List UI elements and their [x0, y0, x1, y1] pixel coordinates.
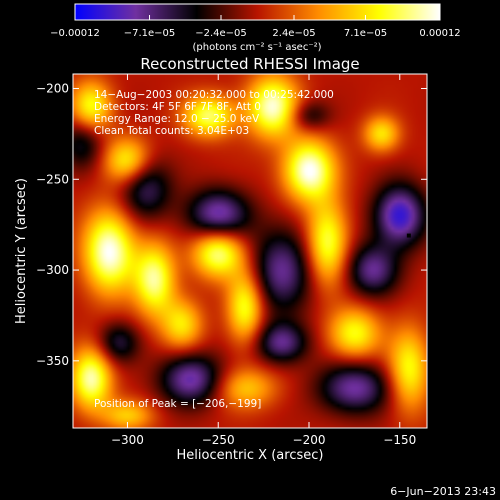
y-tick-label: −200	[36, 82, 69, 96]
colorbar-unit-label: (photons cm⁻² s⁻¹ asec⁻²)	[192, 42, 321, 53]
annotation-clean: Clean Total counts: 3.04E+03	[94, 125, 249, 137]
y-axis-label: Heliocentric Y (arcsec)	[14, 178, 29, 324]
info-annotations: 14−Aug−2003 00:20:32.000 to 00:25:42.000…	[94, 89, 334, 137]
colorbar-tick-label: −7.1e−05	[124, 28, 176, 39]
plot-frame	[72, 73, 428, 429]
annotation-time: 14−Aug−2003 00:20:32.000 to 00:25:42.000	[94, 89, 334, 101]
heatmap-image	[73, 74, 427, 428]
x-tick-label: −250	[202, 433, 235, 447]
peak-marker	[406, 233, 411, 238]
x-tick-label: −150	[383, 433, 416, 447]
annotation-detectors: Detectors: 4F 5F 6F 7F 8F, Att 0	[94, 101, 261, 113]
x-axis-ticks: −300 −250 −200 −150	[111, 74, 416, 447]
x-tick-label: −300	[111, 433, 144, 447]
colorbar-tick-label: 0.00012	[419, 28, 460, 39]
x-tick-label: −200	[293, 433, 326, 447]
colorbar-tick-label: −2.4e−05	[195, 28, 247, 39]
annotation-energy: Energy Range: 12.0 − 25.0 keV	[94, 113, 260, 125]
y-axis-ticks: −350 −300 −250 −200	[36, 82, 427, 368]
colorbar-ticks: −0.00012 −7.1e−05 −2.4e−05 2.4e−05 7.1e−05 0.…	[50, 15, 461, 39]
x-axis-label: Heliocentric X (arcsec)	[177, 448, 324, 463]
colorbar-tick-label: 2.4e−05	[272, 28, 315, 39]
y-tick-label: −350	[36, 354, 69, 368]
colorbar-bar	[74, 3, 441, 21]
timestamp: 6−Jun−2013 23:43	[390, 485, 496, 498]
y-tick-label: −300	[36, 263, 69, 277]
plot-area	[73, 74, 427, 428]
colorbar-tick-label: 7.1e−05	[344, 28, 387, 39]
y-tick-label: −250	[36, 172, 69, 186]
colorbar-tick-label: −0.00012	[50, 28, 100, 39]
peak-position-label: Position of Peak = [−206,−199]	[94, 398, 261, 410]
chart-title: Reconstructed RHESSI Image	[140, 55, 359, 73]
colorbar: −0.00012 −7.1e−05 −2.4e−05 2.4e−05 7.1e−05 0.…	[50, 3, 461, 53]
